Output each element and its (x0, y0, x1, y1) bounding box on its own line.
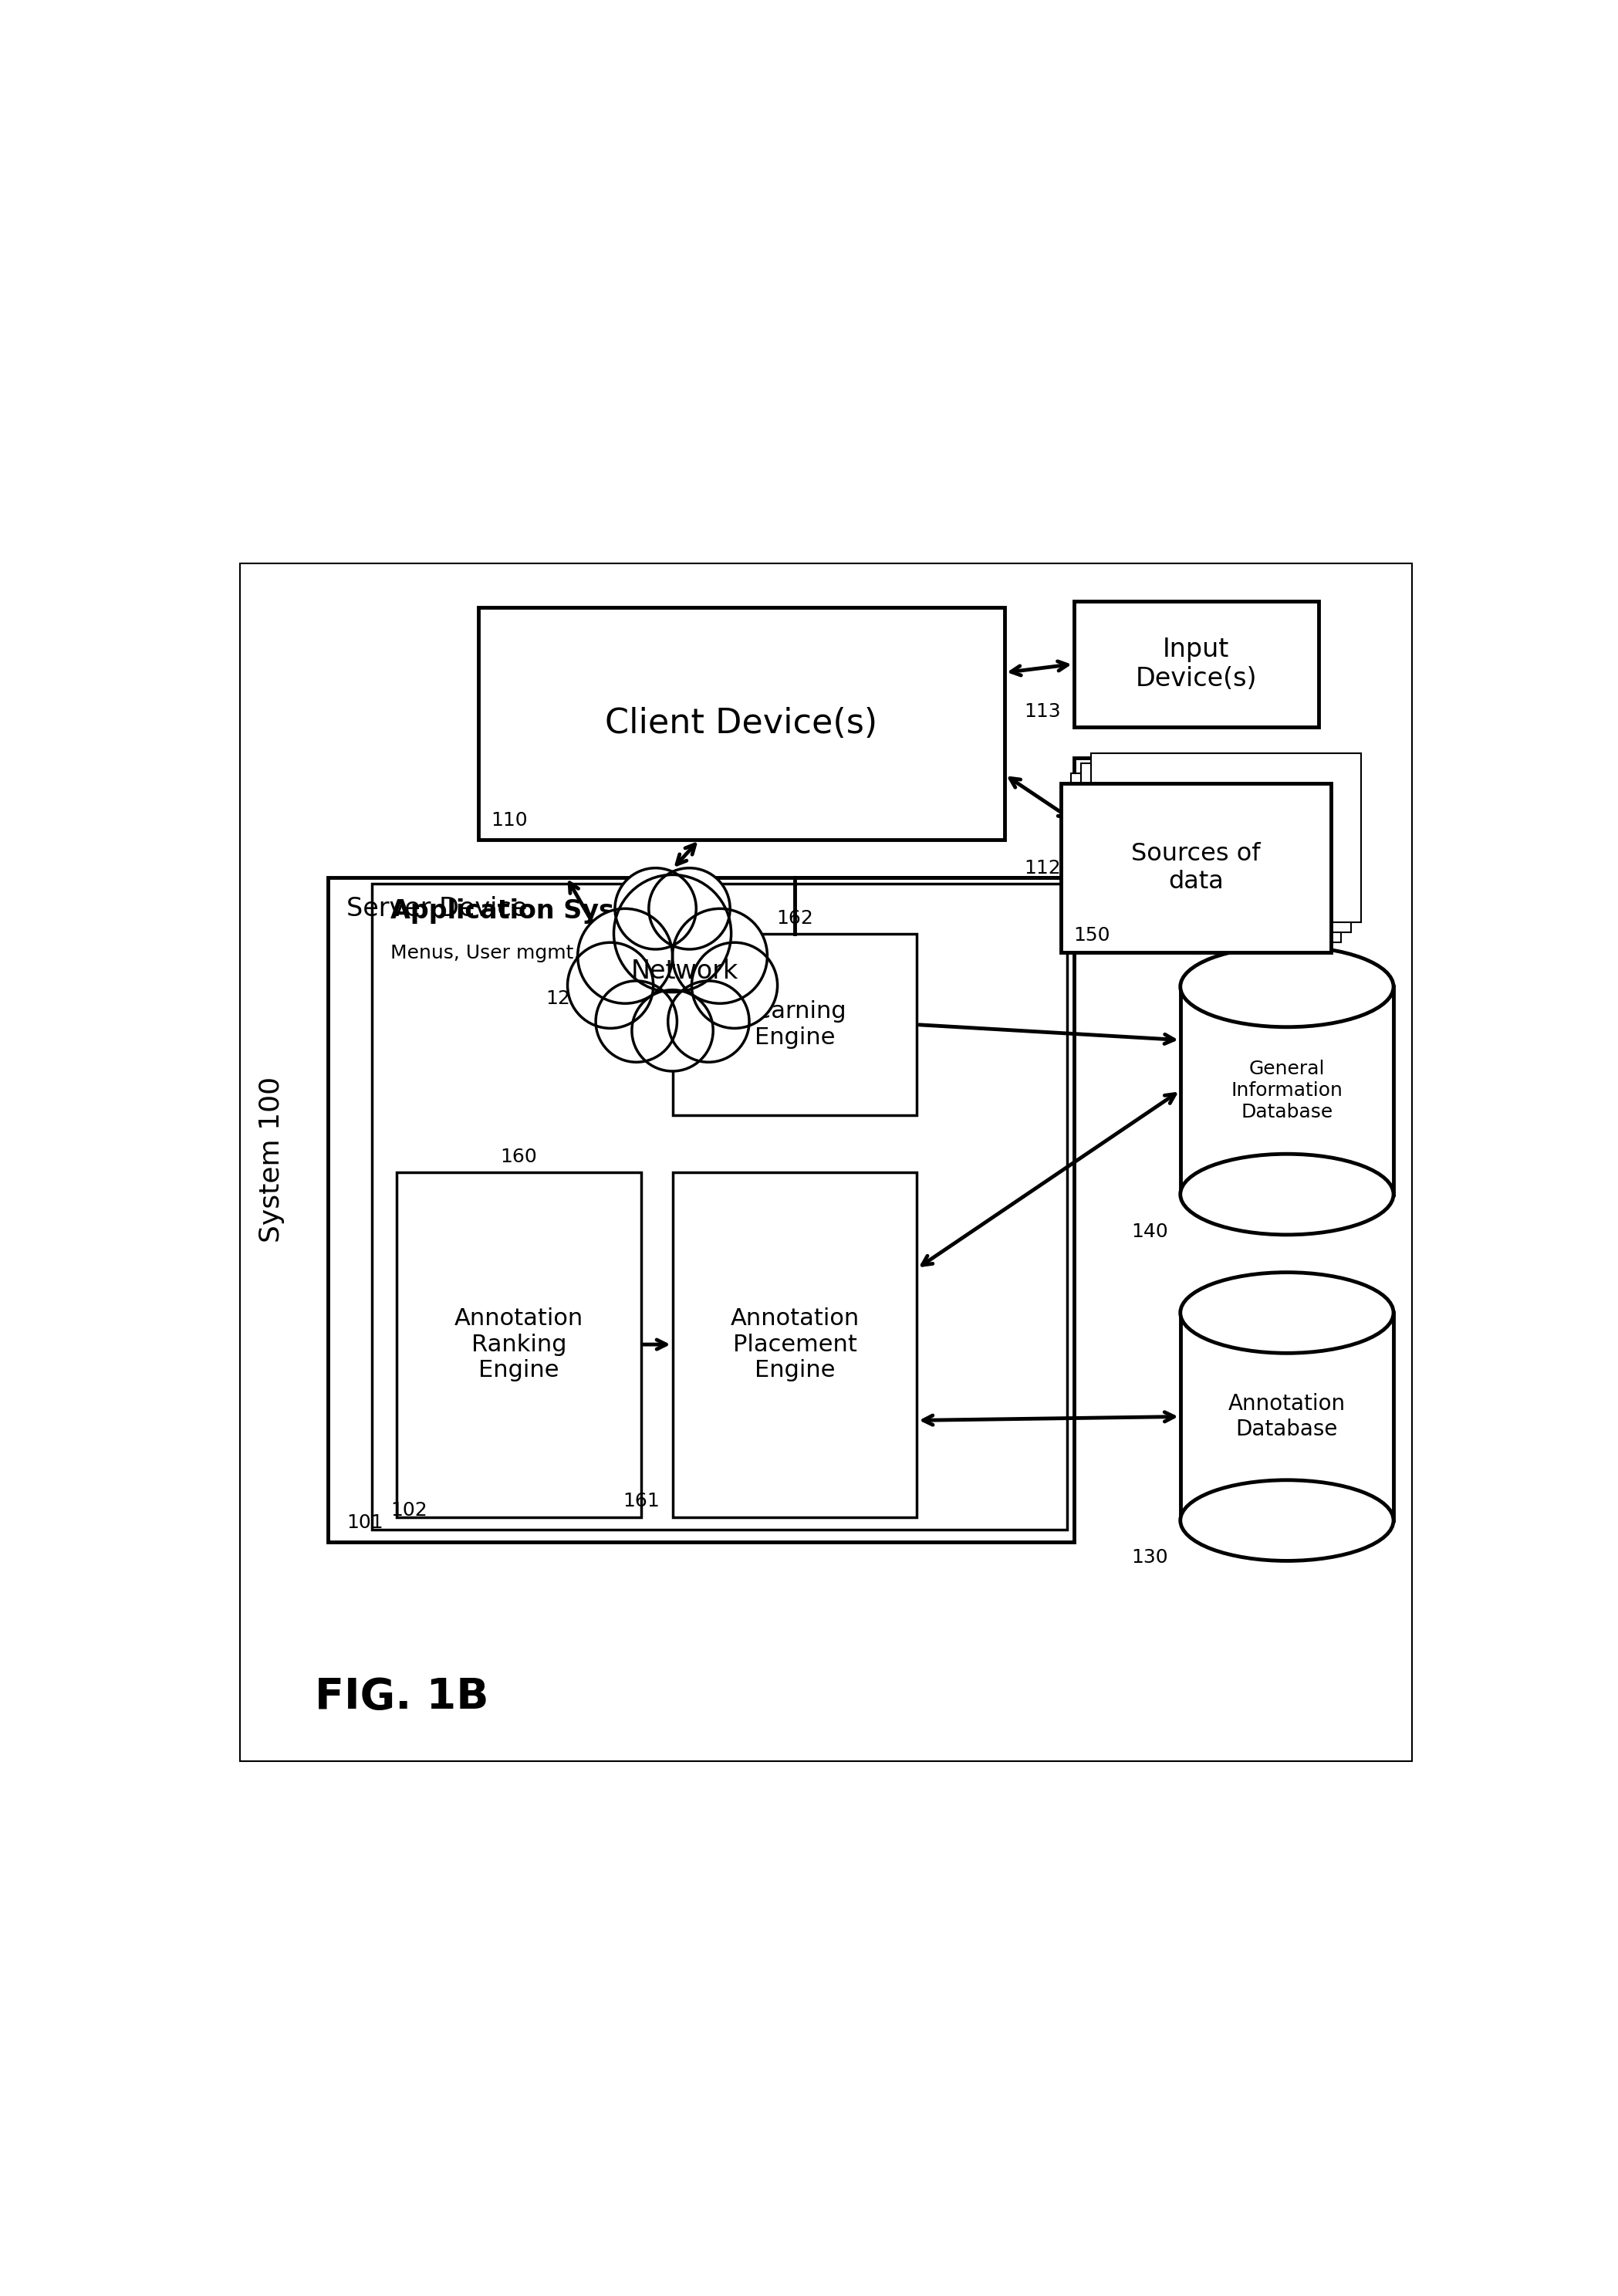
Ellipse shape (1180, 1155, 1393, 1235)
Bar (1181, 987, 1393, 1194)
Bar (479, 608, 1005, 840)
Ellipse shape (1180, 1272, 1393, 1352)
Text: System 100: System 100 (259, 1077, 285, 1242)
Text: Input
Device(s): Input Device(s) (1136, 636, 1257, 691)
Circle shape (613, 875, 731, 992)
Text: Annotation
Database: Annotation Database (1228, 1394, 1346, 1440)
Circle shape (595, 980, 676, 1063)
Bar (1091, 753, 1361, 923)
Circle shape (615, 868, 696, 948)
Text: Annotation
Ranking
Engine: Annotation Ranking Engine (455, 1306, 584, 1382)
Text: Display
Device: Display Device (1149, 794, 1244, 847)
Circle shape (691, 941, 777, 1029)
Bar (1074, 758, 1319, 884)
Text: Server Device: Server Device (346, 895, 527, 921)
Text: 102: 102 (390, 1502, 427, 1520)
Text: Learning
Engine: Learning Engine (744, 1001, 846, 1049)
Bar (1061, 783, 1330, 953)
Bar (673, 1171, 917, 1518)
Circle shape (649, 868, 730, 948)
Text: FIG. 1B: FIG. 1B (316, 1676, 489, 1717)
Bar (396, 1171, 641, 1518)
Bar (673, 934, 917, 1116)
Text: 140: 140 (1131, 1221, 1168, 1240)
Bar (1071, 774, 1341, 941)
Circle shape (578, 909, 673, 1003)
Text: Network: Network (631, 960, 739, 985)
Text: 113: 113 (1024, 703, 1061, 721)
Circle shape (633, 990, 714, 1072)
Text: 110: 110 (490, 810, 527, 829)
Text: 101: 101 (346, 1513, 383, 1531)
Circle shape (668, 980, 749, 1063)
Text: Sources of
data: Sources of data (1131, 843, 1260, 893)
Bar (1181, 1313, 1393, 1520)
Ellipse shape (1180, 1481, 1393, 1561)
Bar (372, 884, 1068, 1529)
Text: 120: 120 (545, 990, 582, 1008)
Text: 160: 160 (500, 1148, 537, 1166)
Text: Client Device(s): Client Device(s) (605, 707, 877, 739)
Text: General
Information
Database: General Information Database (1231, 1061, 1343, 1120)
Bar (1074, 602, 1319, 728)
Bar (1081, 762, 1351, 932)
Text: Annotation
Placement
Engine: Annotation Placement Engine (730, 1306, 859, 1382)
Text: 150: 150 (1074, 928, 1110, 946)
Text: 112: 112 (1024, 859, 1061, 877)
Bar (327, 877, 1074, 1543)
Circle shape (568, 941, 654, 1029)
Text: 161: 161 (623, 1492, 660, 1511)
Ellipse shape (1180, 946, 1393, 1026)
Text: 130: 130 (1131, 1548, 1168, 1566)
Circle shape (673, 909, 767, 1003)
Text: 162: 162 (777, 909, 814, 928)
Text: Menus, User mgmt, Content mgmt.: Menus, User mgmt, Content mgmt. (390, 944, 733, 962)
Text: Application System:: Application System: (390, 898, 681, 923)
